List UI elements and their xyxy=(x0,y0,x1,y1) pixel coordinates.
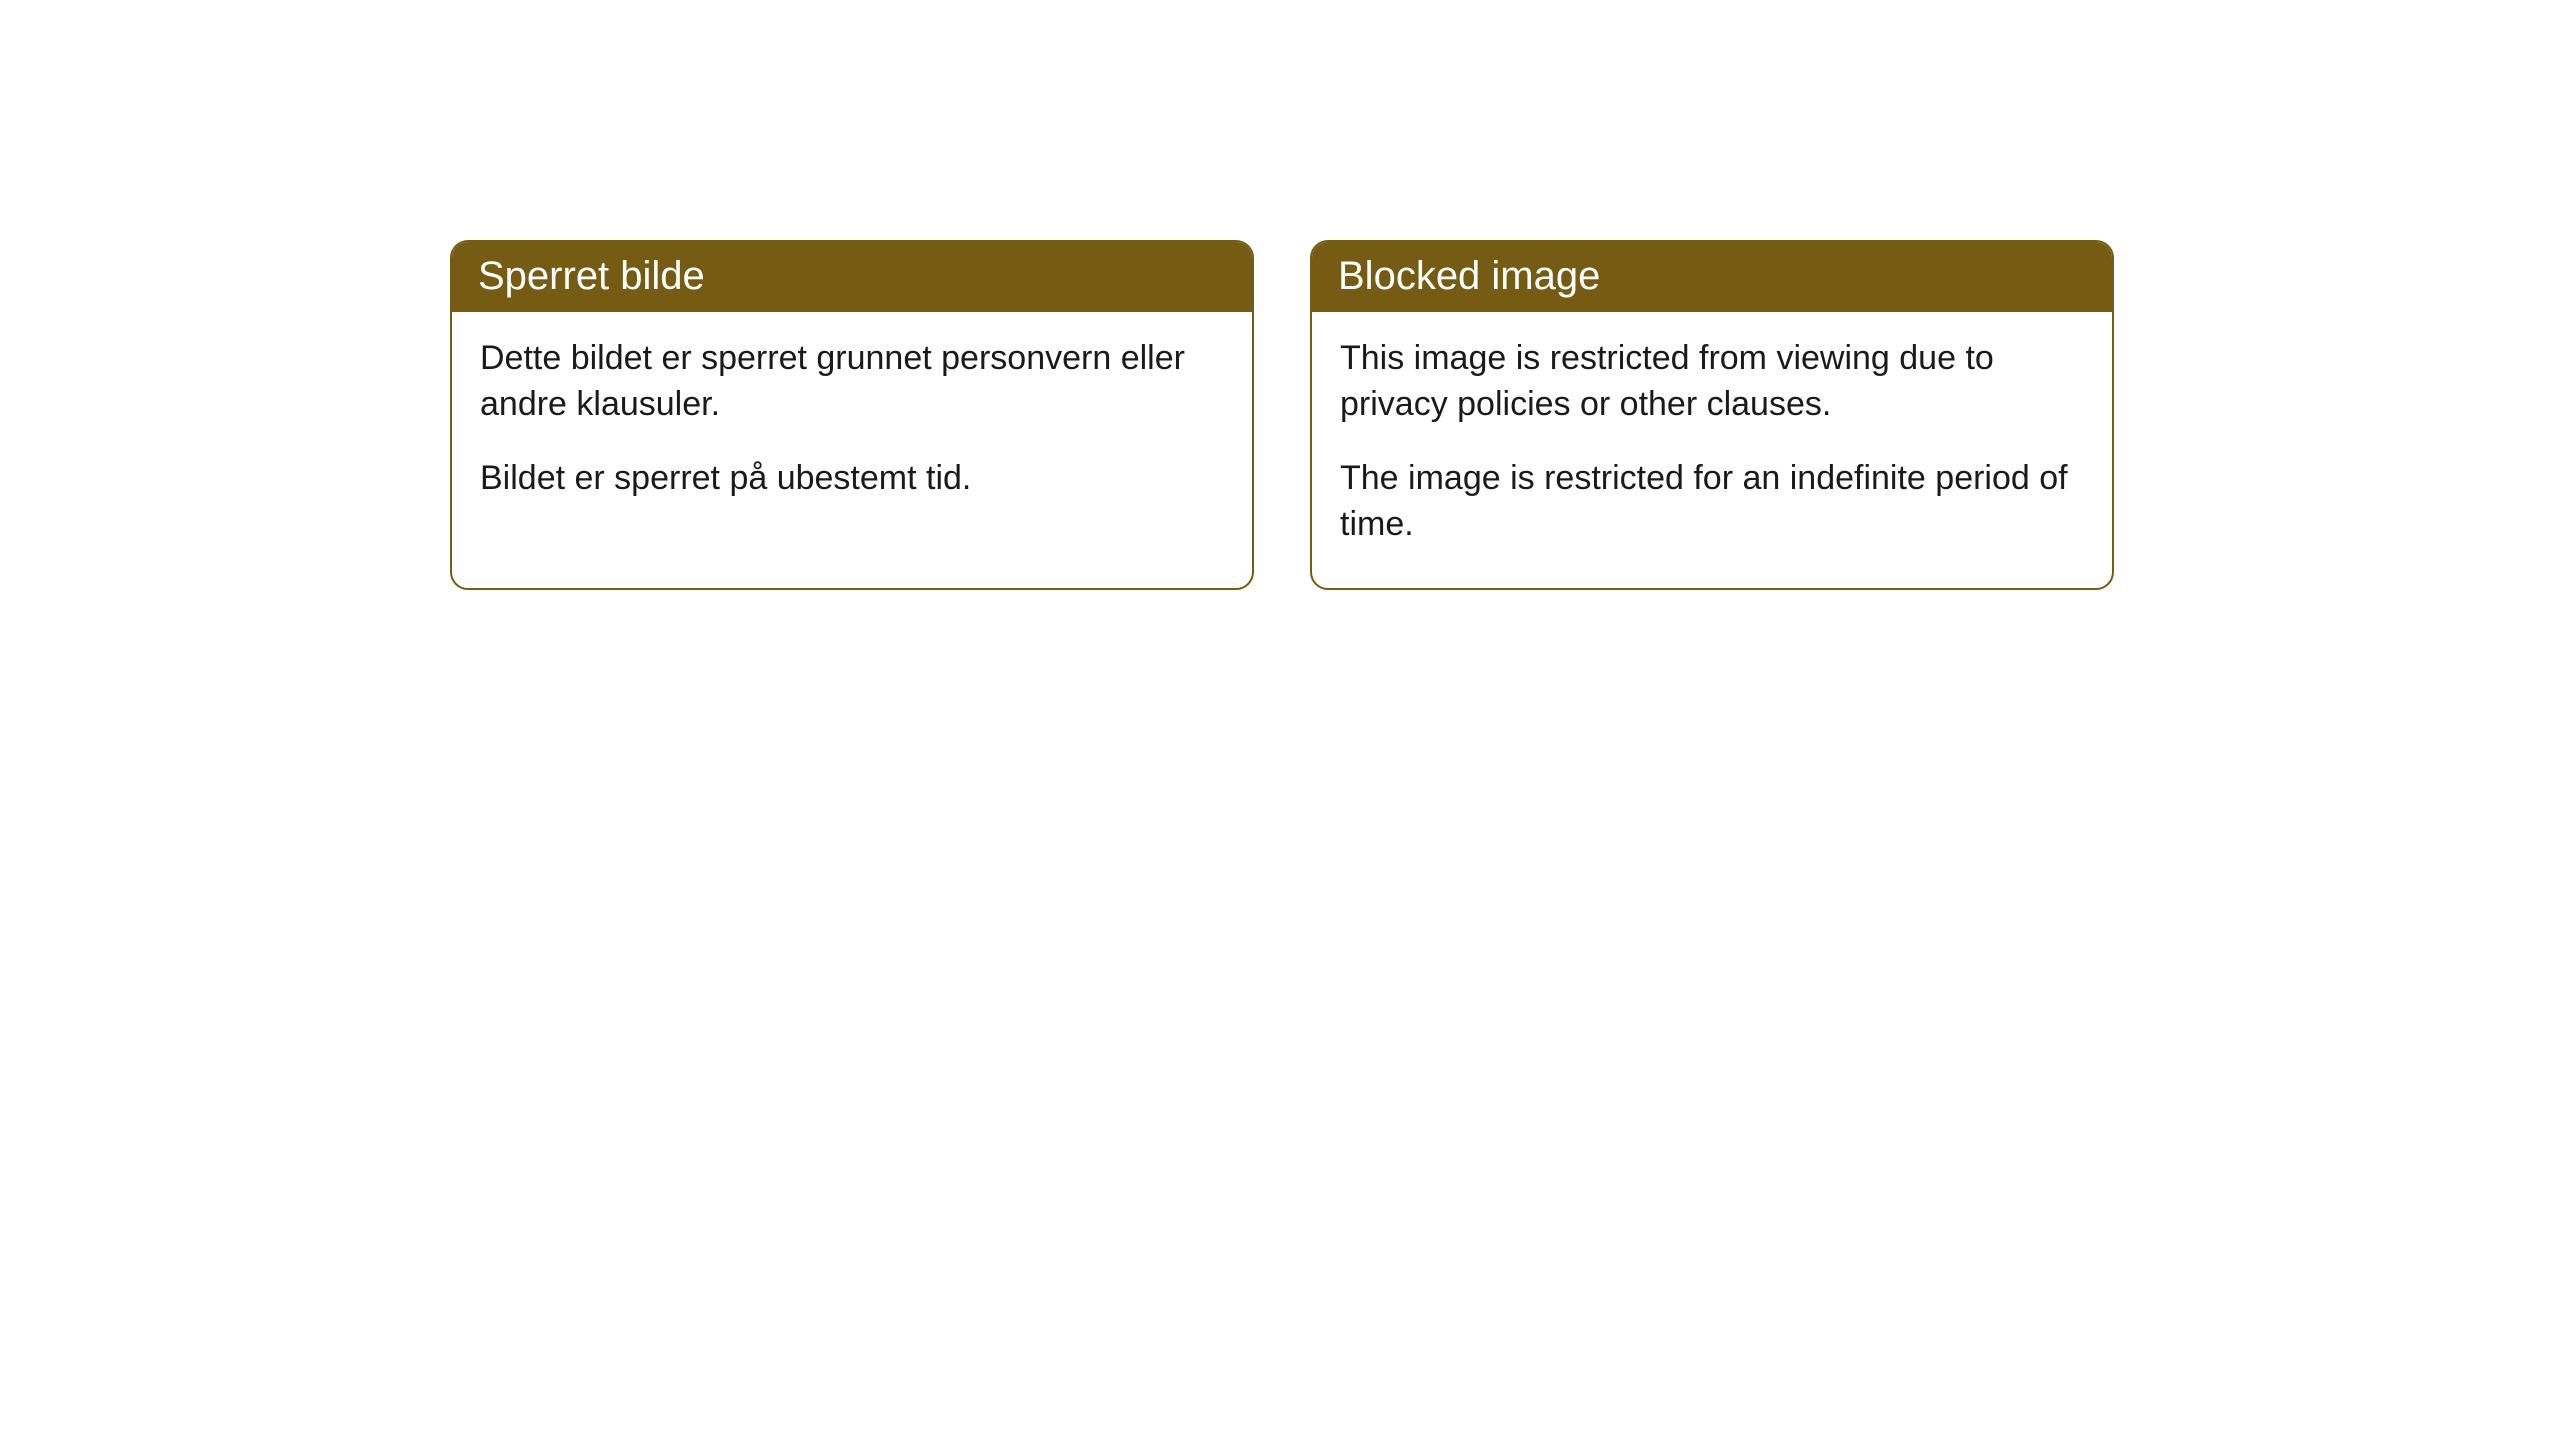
card-paragraph-2-en: The image is restricted for an indefinit… xyxy=(1340,456,2084,548)
card-paragraph-1-no: Dette bildet er sperret grunnet personve… xyxy=(480,336,1224,428)
card-paragraph-2-no: Bildet er sperret på ubestemt tid. xyxy=(480,456,1224,502)
card-header-en: Blocked image xyxy=(1312,242,2112,312)
blocked-image-card-no: Sperret bilde Dette bildet er sperret gr… xyxy=(450,240,1254,590)
card-paragraph-1-en: This image is restricted from viewing du… xyxy=(1340,336,2084,428)
card-header-no: Sperret bilde xyxy=(452,242,1252,312)
blocked-image-card-en: Blocked image This image is restricted f… xyxy=(1310,240,2114,590)
card-body-no: Dette bildet er sperret grunnet personve… xyxy=(452,312,1252,542)
card-body-en: This image is restricted from viewing du… xyxy=(1312,312,2112,588)
cards-container: Sperret bilde Dette bildet er sperret gr… xyxy=(0,0,2560,590)
